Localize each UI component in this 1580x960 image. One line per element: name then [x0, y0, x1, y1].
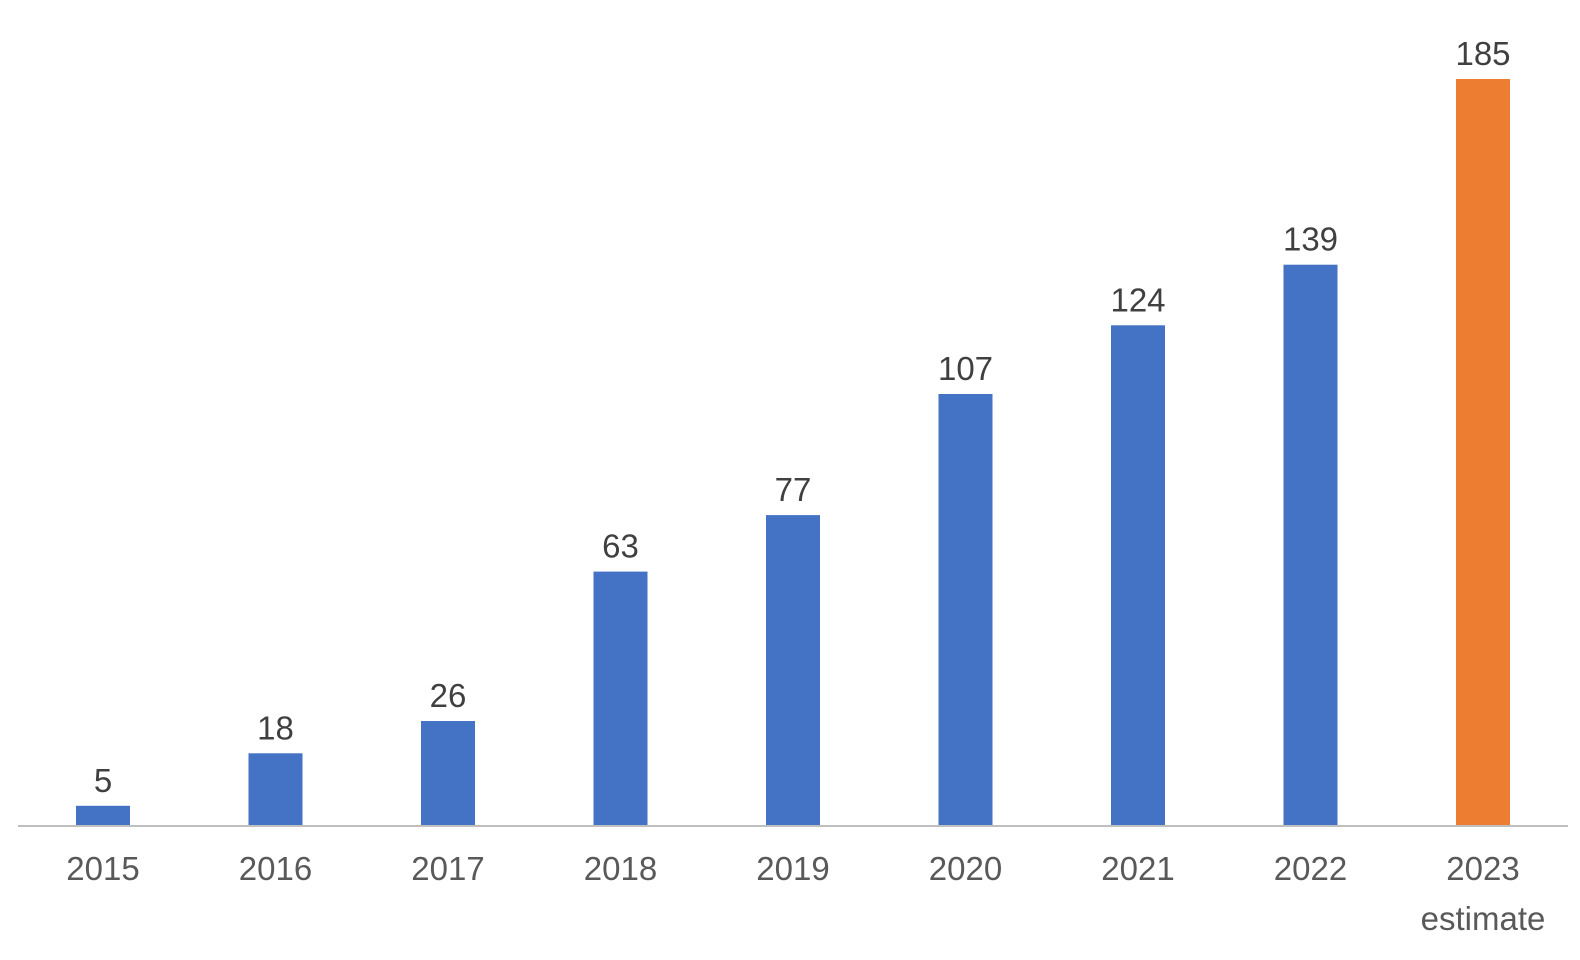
bar-2015	[76, 805, 130, 826]
data-label-2023: 185	[1455, 35, 1510, 72]
x-tick-label-2018: 2018	[584, 850, 657, 887]
data-label-2018: 63	[602, 528, 639, 565]
x-tick-label-2016: 2016	[239, 850, 312, 887]
x-tick-label-2019: 2019	[756, 850, 829, 887]
bar-2018	[593, 571, 648, 826]
bar-2019	[766, 515, 820, 826]
bar-2022	[1283, 264, 1338, 826]
data-label-2021: 124	[1110, 281, 1165, 318]
bar-2021	[1111, 325, 1165, 826]
x-tick-label-2020: 2020	[929, 850, 1002, 887]
data-labels-layer: 5 18 26 63 77 107 124 139 185	[94, 35, 1511, 799]
x-tick-sublabel-2023: estimate	[1421, 900, 1546, 937]
bar-2020	[938, 394, 993, 826]
bar-2016	[248, 753, 303, 826]
data-label-2016: 18	[257, 709, 294, 746]
data-label-2017: 26	[430, 677, 467, 714]
data-label-2020: 107	[938, 350, 993, 387]
x-tick-label-2023: 2023	[1446, 850, 1519, 887]
data-label-2015: 5	[94, 762, 112, 799]
x-tick-label-2017: 2017	[411, 850, 484, 887]
x-tick-labels: 2015 2016 2017 2018 2019 2020 2021 2022 2023 esti…	[66, 850, 1545, 937]
data-label-2022: 139	[1283, 221, 1338, 258]
x-tick-label-2015: 2015	[66, 850, 139, 887]
data-label-2019: 77	[775, 471, 812, 508]
bar-2023	[1456, 79, 1510, 826]
x-tick-label-2022: 2022	[1274, 850, 1347, 887]
bars-layer	[76, 79, 1510, 826]
bar-2017	[421, 721, 475, 826]
x-tick-label-2021: 2021	[1101, 850, 1174, 887]
